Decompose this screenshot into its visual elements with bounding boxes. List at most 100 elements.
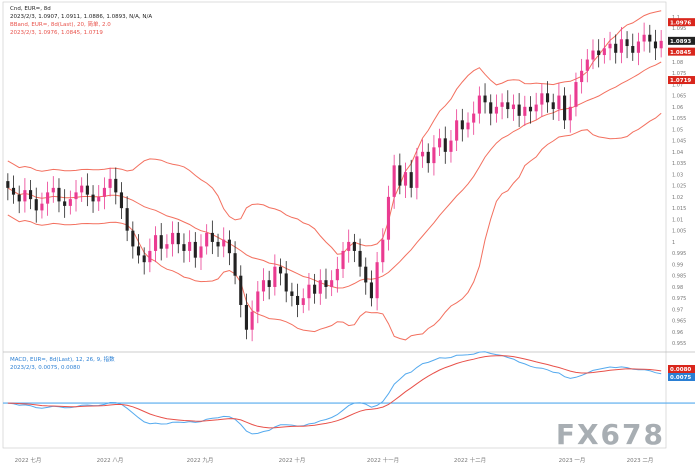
candle (614, 34, 618, 64)
candle-body (153, 235, 158, 251)
candle (11, 175, 16, 204)
candle (580, 58, 584, 94)
candle (91, 185, 95, 213)
candle-body (460, 120, 464, 130)
y-tick-label: 0.97 (672, 307, 683, 313)
candle (335, 256, 339, 293)
candle (6, 173, 10, 201)
candle-body (557, 95, 561, 110)
y-tick-label: 0.955 (672, 341, 686, 347)
candle-body (188, 241, 192, 251)
macd-signal-line (7, 355, 662, 429)
candle-body (426, 151, 430, 164)
candle (438, 128, 442, 156)
y-tick-label: 1.05 (672, 127, 683, 133)
candle-body (511, 104, 516, 110)
y-tick-label: 1.065 (672, 94, 686, 100)
candle-body (74, 192, 78, 200)
candle (142, 247, 146, 275)
candle (74, 180, 78, 212)
candle (85, 173, 89, 207)
candle-body (210, 232, 214, 242)
candle-body (466, 122, 470, 130)
candle-body (17, 194, 21, 202)
candle (574, 72, 578, 117)
candle-body (68, 199, 72, 206)
candle (563, 87, 567, 129)
candle-body (193, 241, 197, 258)
candle (46, 181, 50, 216)
y-tick-label: 0.98 (672, 285, 683, 291)
price-tag-last: 1.0893 (670, 39, 691, 45)
x-axis-label: 2022 十二月 (454, 456, 486, 464)
candle (102, 177, 106, 210)
candle-body (636, 41, 640, 53)
candle (97, 185, 101, 211)
legend-symbol: Cnd, EUR=, 8d (10, 6, 51, 12)
candle (528, 96, 533, 124)
candle (216, 233, 220, 257)
candle-body (517, 104, 521, 116)
candle-body (449, 140, 453, 152)
candle (608, 31, 612, 61)
candle-body (239, 275, 243, 305)
chart-frame (2, 1, 695, 449)
candle (239, 265, 243, 318)
candle-body (625, 39, 629, 47)
candle (205, 224, 209, 255)
candle (511, 94, 516, 121)
candle (256, 281, 260, 324)
candle-body (455, 120, 459, 141)
candle-body (619, 39, 623, 53)
y-tick-label: 1.045 (672, 139, 686, 145)
candle-body (352, 241, 356, 251)
candle-body (63, 201, 67, 206)
y-tick-label: 1.055 (672, 116, 686, 122)
candle (318, 269, 322, 305)
candle (653, 29, 658, 61)
candle (534, 92, 538, 120)
candle (125, 196, 129, 242)
x-axis-label: 2022 八月 (97, 457, 124, 464)
candle (557, 83, 561, 122)
candle (443, 126, 447, 164)
legend-macd-params: MACD, EUR=, 8d(Last), 12, 26, 9, 指数 (10, 357, 115, 363)
candle-body (290, 291, 294, 296)
candle (57, 178, 61, 213)
candle-body (347, 241, 351, 251)
candle (648, 24, 652, 53)
candle-body (11, 187, 16, 195)
x-axis-label: 2022 十一月 (367, 456, 399, 464)
candle (500, 93, 504, 120)
y-axis: 1.11.0951.091.0851.081.0751.071.0651.061… (672, 15, 686, 347)
candle-body (358, 250, 362, 267)
candle-body (563, 95, 567, 121)
candle-body (142, 255, 146, 263)
candle-body (392, 165, 396, 197)
candle (585, 49, 589, 83)
candle-body (540, 93, 544, 105)
candle-body (171, 232, 175, 245)
candle-body (375, 262, 379, 299)
candle-body (307, 284, 311, 299)
candle-body (51, 187, 55, 193)
candle (267, 270, 271, 300)
candle (631, 33, 635, 61)
candle (636, 32, 640, 66)
candle (432, 135, 436, 176)
candle-body (273, 266, 277, 287)
macd-tag-signal: 0.0075 (670, 375, 691, 381)
candle (375, 251, 379, 311)
candle (591, 39, 595, 70)
candle (506, 90, 510, 119)
candle-body (57, 187, 61, 202)
candle (148, 238, 152, 273)
candle-body (494, 106, 498, 114)
candle-body (91, 194, 95, 202)
candle (398, 153, 402, 195)
candle-body (85, 185, 89, 195)
legend-macd-values: 2023/2/3, 0.0075, 0.0080 (10, 364, 115, 372)
price-tag-mid: 1.0845 (670, 50, 691, 56)
y-tick-label: 0.965 (672, 319, 686, 325)
candle-body (324, 280, 328, 287)
